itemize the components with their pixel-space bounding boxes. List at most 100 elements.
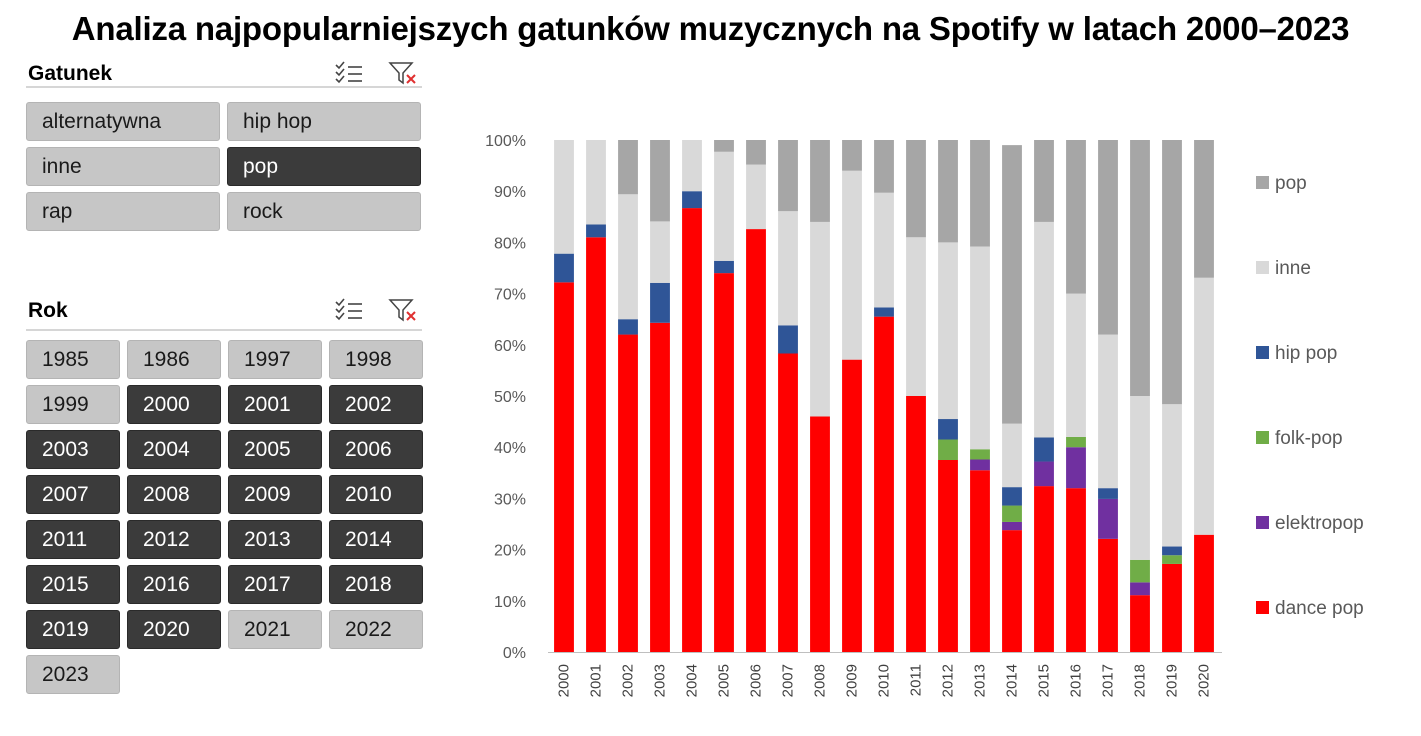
bar-segment-dance-pop-2012 (938, 460, 958, 652)
bar-segment-dance-pop-2001 (586, 237, 606, 652)
bar-segment-pop-2016 (1066, 140, 1086, 294)
multi-select-icon[interactable] (334, 60, 364, 86)
year-slicer-item-1998[interactable]: 1998 (329, 340, 423, 379)
bar-segment-dance-pop-2013 (970, 470, 990, 652)
bar-segment-dance-pop-2020 (1194, 534, 1214, 652)
year-slicer-item-2010[interactable]: 2010 (329, 475, 423, 514)
bar-segment-inne-2010 (874, 192, 894, 308)
year-slicer-item-1986[interactable]: 1986 (127, 340, 221, 379)
bar-segment-inne-2020 (1194, 277, 1214, 535)
x-tick-label: 2020 (1196, 664, 1213, 697)
year-slicer-item-2011[interactable]: 2011 (26, 520, 120, 559)
year-slicer-item-2018[interactable]: 2018 (329, 565, 423, 604)
bar-segment-pop-2020 (1194, 140, 1214, 278)
x-tick-label: 2002 (620, 664, 637, 697)
year-slicer-item-2021[interactable]: 2021 (228, 610, 322, 649)
x-tick-label: 2007 (780, 664, 797, 697)
bar-segment-hip-pop-2014 (1002, 487, 1022, 506)
x-tick-label: 2006 (748, 664, 765, 697)
y-tick-label: 10% (494, 594, 526, 611)
genre-slicer-item-rock[interactable]: rock (227, 192, 421, 231)
year-slicer-item-2008[interactable]: 2008 (127, 475, 221, 514)
bar-segment-folk-pop-2012 (938, 439, 958, 460)
bar-segment-inne-2012 (938, 242, 958, 420)
bar-segment-dance-pop-2015 (1034, 486, 1054, 652)
year-slicer-item-2014[interactable]: 2014 (329, 520, 423, 559)
bar-segment-elektropop-2016 (1066, 447, 1086, 489)
legend-label-inne: inne (1275, 258, 1311, 279)
genre-slicer-item-pop[interactable]: pop (227, 147, 421, 186)
year-slicer-item-2000[interactable]: 2000 (127, 385, 221, 424)
x-tick-label: 2014 (1004, 664, 1021, 697)
bar-segment-dance-pop-2014 (1002, 530, 1022, 652)
y-tick-label: 30% (494, 491, 526, 508)
year-slicer-item-2004[interactable]: 2004 (127, 430, 221, 469)
year-slicer-item-1997[interactable]: 1997 (228, 340, 322, 379)
bar-segment-dance-pop-2005 (714, 273, 734, 652)
bar-segment-inne-2008 (810, 221, 830, 417)
year-slicer-item-2022[interactable]: 2022 (329, 610, 423, 649)
x-tick-label: 2008 (812, 664, 829, 697)
genre-slicer-item-alternatywna[interactable]: alternatywna (26, 102, 220, 141)
multi-select-icon[interactable] (334, 297, 364, 323)
x-tick-label: 2018 (1132, 664, 1149, 697)
year-slicer-item-2007[interactable]: 2007 (26, 475, 120, 514)
legend-swatch-pop (1256, 176, 1269, 189)
year-slicer-item-2019[interactable]: 2019 (26, 610, 120, 649)
y-tick-label: 100% (485, 133, 526, 150)
year-slicer-item-1985[interactable]: 1985 (26, 340, 120, 379)
bar-segment-hip-pop-2001 (586, 224, 606, 238)
y-tick-label: 80% (494, 235, 526, 252)
year-slicer-item-2012[interactable]: 2012 (127, 520, 221, 559)
y-tick-label: 40% (494, 440, 526, 457)
clear-filter-icon[interactable] (388, 60, 418, 86)
year-slicer-item-2016[interactable]: 2016 (127, 565, 221, 604)
year-slicer-item-2013[interactable]: 2013 (228, 520, 322, 559)
year-slicer-item-2003[interactable]: 2003 (26, 430, 120, 469)
x-tick-label: 2001 (588, 664, 605, 697)
bar-segment-dance-pop-2003 (650, 322, 670, 652)
year-slicer-item-2002[interactable]: 2002 (329, 385, 423, 424)
x-tick-label: 2009 (844, 664, 861, 697)
x-tick-label: 2019 (1164, 664, 1181, 697)
bar-segment-pop-2014 (1002, 145, 1022, 424)
year-slicer-item-2006[interactable]: 2006 (329, 430, 423, 469)
legend-swatch-folk-pop (1256, 431, 1269, 444)
genre-slicer-item-rap[interactable]: rap (26, 192, 220, 231)
bar-segment-inne-2003 (650, 221, 670, 283)
genre-slicer-item-inne[interactable]: inne (26, 147, 220, 186)
x-tick-label: 2013 (972, 664, 989, 697)
stacked-bar-chart: 0% 10% 20% 30% 40% 50% 60% 70% 80% 90% 100% 2000 200… (485, 133, 1364, 697)
genre-slicer-item-hip-hop[interactable]: hip hop (227, 102, 421, 141)
year-slicer-item-2015[interactable]: 2015 (26, 565, 120, 604)
bar-segment-folk-pop-2013 (970, 449, 990, 460)
bar-segment-pop-2005 (714, 140, 734, 152)
legend-label-elektropop: elektropop (1275, 513, 1364, 534)
clear-filter-icon[interactable] (388, 297, 418, 323)
year-slicer-item-1999[interactable]: 1999 (26, 385, 120, 424)
year-slicer-item-2023[interactable]: 2023 (26, 655, 120, 694)
bar-segment-dance-pop-2010 (874, 316, 894, 652)
year-slicer-item-2017[interactable]: 2017 (228, 565, 322, 604)
page-title: Analiza najpopularniejszych gatunków muz… (71, 10, 1350, 47)
bar-segment-inne-2017 (1098, 334, 1118, 489)
legend-label-folk-pop: folk-pop (1275, 428, 1343, 449)
bar-segment-pop-2003 (650, 140, 670, 222)
bar-segment-inne-2002 (618, 194, 638, 320)
bar-segment-dance-pop-2018 (1130, 595, 1150, 652)
bar-segment-dance-pop-2016 (1066, 488, 1086, 652)
bar-segment-inne-2014 (1002, 423, 1022, 488)
year-slicer-item-2020[interactable]: 2020 (127, 610, 221, 649)
bar-segment-inne-2016 (1066, 293, 1086, 437)
bar-segment-inne-2011 (906, 237, 926, 396)
bar-segment-hip-pop-2004 (682, 191, 702, 209)
bar-segment-dance-pop-2009 (842, 359, 862, 652)
bar-segment-inne-2006 (746, 164, 766, 230)
bar-segment-elektropop-2013 (970, 459, 990, 471)
year-slicer-item-2005[interactable]: 2005 (228, 430, 322, 469)
bar-segment-folk-pop-2019 (1162, 555, 1182, 564)
legend-label-dance-pop: dance pop (1275, 598, 1364, 619)
year-slicer-item-2009[interactable]: 2009 (228, 475, 322, 514)
year-slicer-item-2001[interactable]: 2001 (228, 385, 322, 424)
bar-segment-hip-pop-2002 (618, 319, 638, 335)
